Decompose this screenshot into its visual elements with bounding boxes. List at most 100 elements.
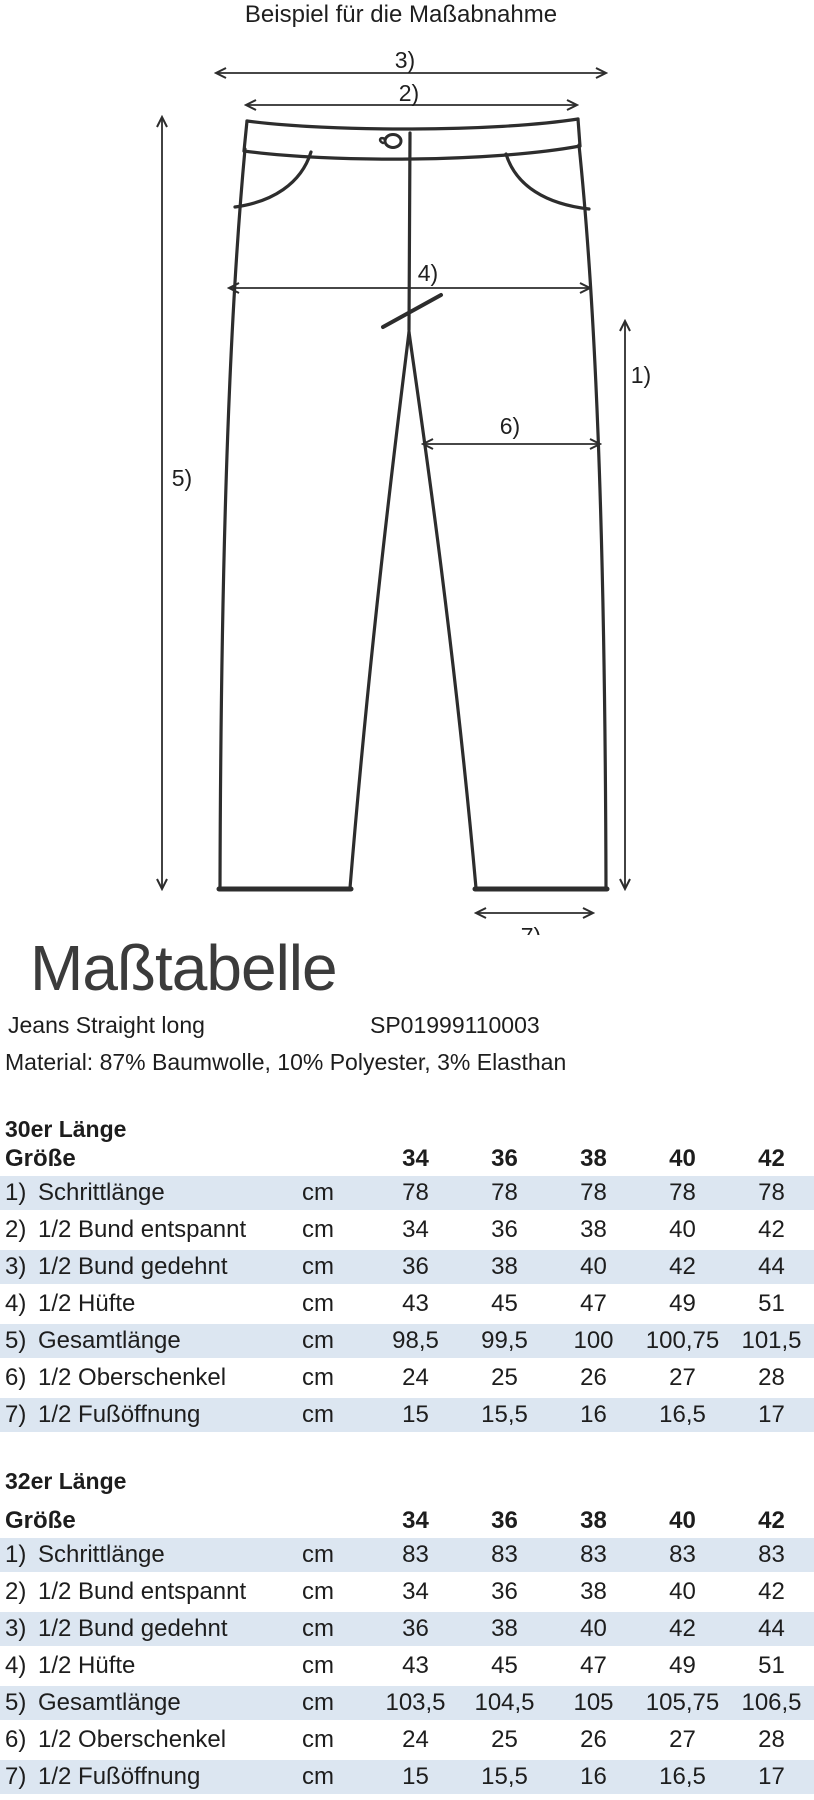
- row-value: 15: [402, 1401, 429, 1428]
- row-value: 25: [491, 1726, 518, 1753]
- row-value: 34: [402, 1216, 429, 1243]
- row-unit: cm: [302, 1541, 334, 1568]
- row-unit: cm: [302, 1689, 334, 1716]
- row-value: 40: [580, 1253, 607, 1280]
- row-value: 104,5: [474, 1689, 535, 1716]
- row-unit: cm: [302, 1401, 334, 1428]
- jeans-outline: [216, 117, 610, 892]
- right-pocket-curve: [504, 152, 591, 211]
- row-value: 42: [758, 1578, 785, 1605]
- row-unit: cm: [302, 1290, 334, 1317]
- row-label: 1/2 Fußöffnung: [38, 1763, 201, 1790]
- row-label: 1/2 Hüfte: [38, 1290, 136, 1317]
- row-number: 3): [5, 1253, 27, 1280]
- row-number: 2): [5, 1216, 27, 1243]
- size-table-30er: Größe 34 36 38 40 42 1) Schrittlänge cm 78 7…: [0, 1142, 814, 1435]
- row-unit: cm: [302, 1179, 334, 1206]
- table-row: 5) Gesamtlänge cm 103,5 104,5 105 105,75 106,5: [0, 1686, 814, 1720]
- row-value: 43: [402, 1290, 429, 1317]
- waistband-top-line: [245, 117, 580, 131]
- row-number: 5): [5, 1689, 27, 1716]
- row-value: 27: [669, 1364, 696, 1391]
- row-value: 83: [580, 1541, 607, 1568]
- label-6: 6): [500, 413, 520, 439]
- row-value: 78: [402, 1179, 429, 1206]
- row-value: 36: [491, 1216, 518, 1243]
- row-value: 16: [580, 1401, 607, 1428]
- row-label: 1/2 Bund entspannt: [38, 1216, 247, 1243]
- row-value: 42: [669, 1253, 696, 1280]
- row-number: 5): [5, 1327, 27, 1354]
- size-table-32er: Größe 34 36 38 40 42 1) Schrittlänge cm 83 8…: [0, 1504, 814, 1797]
- table-row: 6) 1/2 Oberschenkel cm 24 25 26 27 28: [0, 1361, 814, 1395]
- row-value: 44: [758, 1615, 785, 1642]
- row-value: 49: [669, 1652, 696, 1679]
- row-value: 24: [402, 1726, 429, 1753]
- row-number: 6): [5, 1726, 27, 1753]
- page-title: Maßtabelle: [30, 932, 338, 1004]
- row-value: 45: [491, 1652, 518, 1679]
- row-value: 25: [491, 1364, 518, 1391]
- row-value: 15,5: [481, 1401, 528, 1428]
- section-heading-30er: 30er Länge: [5, 1116, 127, 1142]
- row-label: 1/2 Bund gedehnt: [38, 1253, 228, 1280]
- size-header-cell: 38: [580, 1506, 607, 1534]
- row-value: 16: [580, 1763, 607, 1790]
- measurement-diagram: Beispiel für die Maßabnahme: [0, 1, 651, 935]
- fly-slash-mark: [381, 293, 443, 329]
- row-label: 1/2 Bund entspannt: [38, 1578, 247, 1605]
- label-2: 2): [399, 80, 419, 106]
- row-label: 1/2 Oberschenkel: [38, 1726, 227, 1753]
- row-value: 78: [491, 1179, 518, 1206]
- row-value: 36: [402, 1253, 429, 1280]
- label-7: 7): [521, 923, 541, 935]
- measurement-arrows: [162, 73, 625, 913]
- right-outer-seam: [577, 143, 608, 890]
- row-value: 15: [402, 1763, 429, 1790]
- row-number: 4): [5, 1652, 27, 1679]
- row-unit: cm: [302, 1615, 334, 1642]
- material-info: Material: 87% Baumwolle, 10% Polyester, …: [5, 1049, 567, 1075]
- row-value: 17: [758, 1763, 785, 1790]
- row-value: 83: [669, 1541, 696, 1568]
- row-value: 36: [491, 1578, 518, 1605]
- row-unit: cm: [302, 1652, 334, 1679]
- section-heading-32er: 32er Länge: [5, 1468, 127, 1494]
- row-value: 103,5: [385, 1689, 446, 1716]
- row-number: 7): [5, 1763, 27, 1790]
- size-header-cell: 34: [402, 1506, 429, 1534]
- row-value: 34: [402, 1578, 429, 1605]
- row-value: 44: [758, 1253, 785, 1280]
- row-value: 28: [758, 1364, 785, 1391]
- size-header-cell: 42: [758, 1144, 785, 1172]
- table-row: 3) 1/2 Bund gedehnt cm 36 38 40 42 44: [0, 1250, 814, 1284]
- size-header-cell: 38: [580, 1144, 607, 1172]
- row-number: 1): [5, 1541, 27, 1568]
- size-header-cell: 36: [491, 1506, 518, 1534]
- row-number: 3): [5, 1615, 27, 1642]
- row-value: 28: [758, 1726, 785, 1753]
- row-unit: cm: [302, 1216, 334, 1243]
- table-rows-0: 1) Schrittlänge cm 78 78 78 78 78 2) 1/2 Bund ent…: [0, 1176, 814, 1432]
- row-value: 105,75: [645, 1689, 720, 1716]
- table-row: 2) 1/2 Bund entspannt cm 34 36 38 40 42: [0, 1213, 814, 1247]
- size-header-cell: 34: [402, 1144, 429, 1172]
- left-outer-seam: [218, 147, 247, 890]
- row-value: 78: [669, 1179, 696, 1206]
- table-header-row: Größe 34 36 38 40 42: [0, 1142, 814, 1175]
- table-row: 3) 1/2 Bund gedehnt cm 36 38 40 42 44: [0, 1612, 814, 1646]
- row-number: 1): [5, 1179, 27, 1206]
- row-number: 7): [5, 1401, 27, 1428]
- size-header-cell: 42: [758, 1506, 785, 1534]
- row-value: 101,5: [741, 1327, 802, 1354]
- row-label: 1/2 Oberschenkel: [38, 1364, 227, 1391]
- row-value: 49: [669, 1290, 696, 1317]
- row-label: Gesamtlänge: [38, 1327, 181, 1354]
- row-value: 42: [758, 1216, 785, 1243]
- row-value: 16,5: [659, 1401, 706, 1428]
- table-row: 4) 1/2 Hüfte cm 43 45 47 49 51: [0, 1287, 814, 1321]
- row-unit: cm: [302, 1726, 334, 1753]
- row-label: Schrittlänge: [38, 1541, 165, 1568]
- table-row: 6) 1/2 Oberschenkel cm 24 25 26 27 28: [0, 1723, 814, 1757]
- row-label: Schrittlänge: [38, 1179, 165, 1206]
